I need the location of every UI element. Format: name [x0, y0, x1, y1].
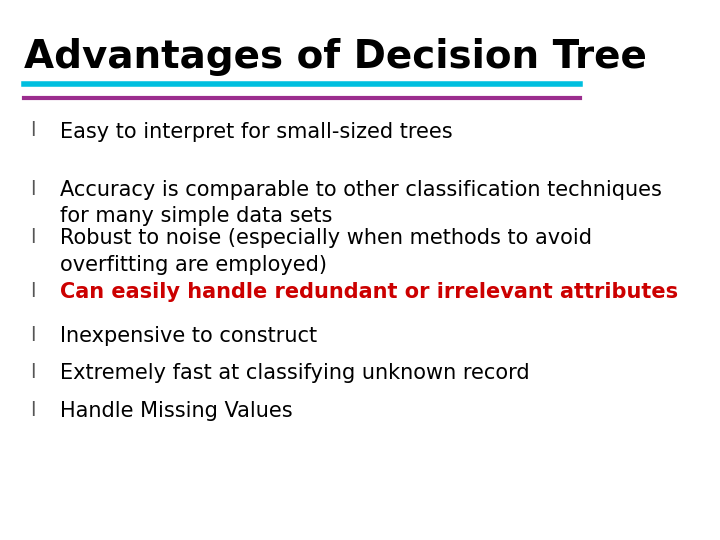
- Text: Accuracy is comparable to other classification techniques
for many simple data s: Accuracy is comparable to other classifi…: [60, 180, 662, 226]
- Text: l: l: [30, 282, 36, 301]
- Text: Extremely fast at classifying unknown record: Extremely fast at classifying unknown re…: [60, 363, 530, 383]
- Text: l: l: [30, 122, 36, 140]
- Text: l: l: [30, 180, 36, 199]
- Text: Handle Missing Values: Handle Missing Values: [60, 401, 293, 421]
- Text: l: l: [30, 326, 36, 345]
- Text: Advantages of Decision Tree: Advantages of Decision Tree: [24, 38, 647, 76]
- Text: Can easily handle redundant or irrelevant attributes: Can easily handle redundant or irrelevan…: [60, 282, 678, 302]
- Text: l: l: [30, 228, 36, 247]
- Text: Inexpensive to construct: Inexpensive to construct: [60, 326, 318, 346]
- Text: Robust to noise (especially when methods to avoid
overfitting are employed): Robust to noise (especially when methods…: [60, 228, 593, 275]
- Text: l: l: [30, 401, 36, 420]
- Text: Easy to interpret for small-sized trees: Easy to interpret for small-sized trees: [60, 122, 453, 141]
- Text: l: l: [30, 363, 36, 382]
